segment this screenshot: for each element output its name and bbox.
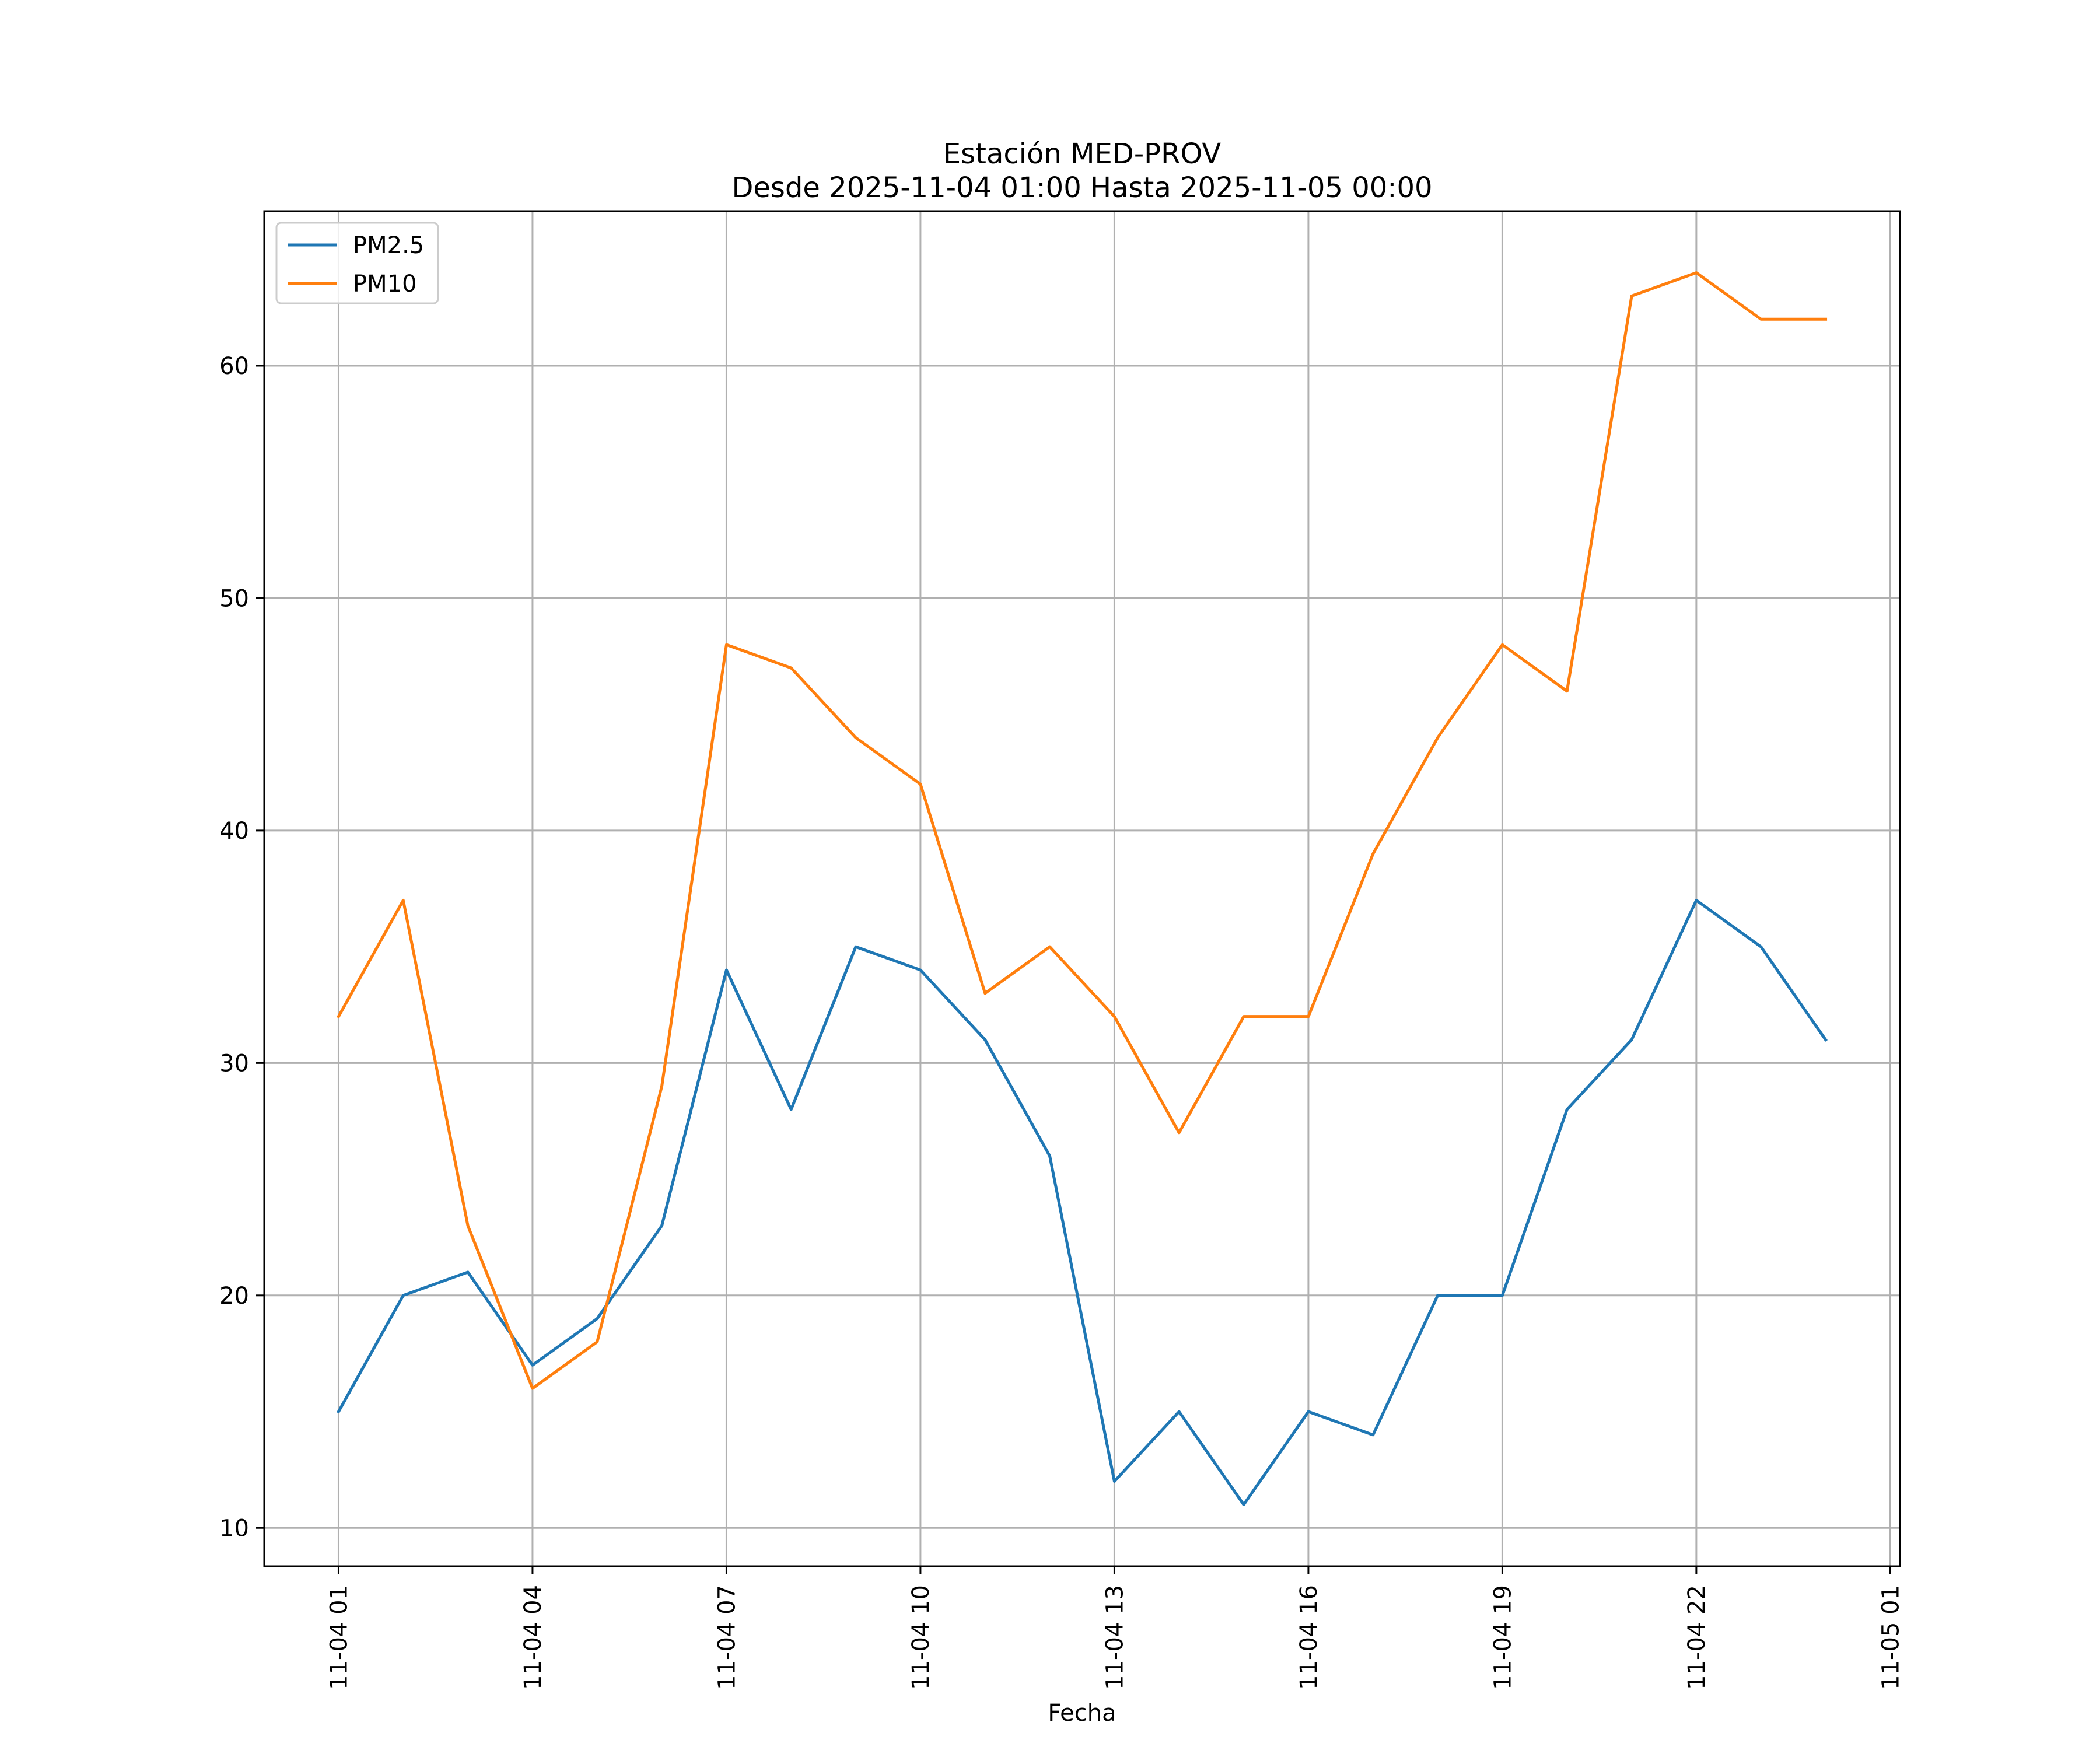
series-layer [337,271,1828,1506]
x-tick-label: 11-05 01 [1877,1585,1904,1690]
x-axis-label: Fecha [1048,1700,1116,1727]
y-tick-label: 10 [219,1515,249,1542]
y-tick-label: 30 [219,1050,249,1077]
grid [264,211,1900,1566]
x-tick-label: 11-04 01 [326,1585,352,1690]
y-tick-label: 20 [219,1283,249,1310]
chart-subtitle: Desde 2025-11-04 01:00 Hasta 2025-11-05 … [732,172,1432,204]
x-tick-label: 11-04 19 [1489,1585,1516,1690]
x-tick-label: 11-04 10 [908,1585,935,1690]
x-tick-label: 11-04 07 [713,1585,740,1690]
legend-label: PM10 [353,271,417,298]
y-tick-label: 40 [219,818,249,845]
x-tick-label: 11-04 16 [1296,1585,1322,1690]
plot-frame [263,210,1901,1567]
y-tick-label: 50 [219,585,249,612]
x-tick-label: 11-04 22 [1684,1585,1710,1690]
x-tick-label: 11-04 13 [1101,1585,1128,1690]
legend: PM2.5 PM10 [275,222,439,304]
y-tick-label: 60 [219,353,249,380]
series-line-pm25 [337,898,1828,1506]
chart-title: Estación MED-PROV [943,138,1222,170]
x-tick-label: 11-04 04 [520,1585,547,1690]
legend-label: PM2.5 [353,232,424,259]
series-line-pm10 [337,271,1828,1390]
axis-ticks: 11-04 01 11-04 04 11-04 07 11-04 10 11-04 13… [219,353,1904,1690]
